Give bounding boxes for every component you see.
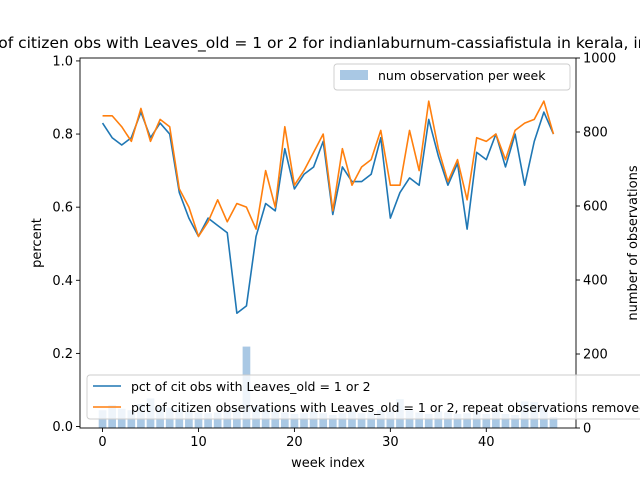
bar-week-30: [386, 411, 395, 428]
bar-week-19: [280, 412, 289, 428]
bar-week-28: [367, 412, 376, 428]
series-line-2: [102, 100, 555, 238]
left-y-tick-label-2: 0.4: [52, 274, 73, 289]
bar-week-23: [319, 413, 328, 428]
left-y-axis-label: percent: [30, 218, 45, 268]
right-y-tick-label-0: 0: [583, 422, 591, 437]
bar-week-37: [453, 413, 462, 428]
bar-week-12: [213, 412, 222, 428]
bar-week-38: [463, 413, 471, 428]
right-y-tick-label-1: 200: [583, 348, 608, 363]
left-y-tick-label-5: 1.0: [52, 54, 73, 69]
legend-upper-box: [333, 63, 571, 91]
bar-week-43: [511, 415, 519, 428]
right-y-axis: 0 200 400 600 800 1000: [576, 52, 616, 437]
x-tick-label-10: 10: [190, 435, 207, 450]
left-y-tick-label-0: 0.0: [52, 420, 73, 435]
left-y-tick-label-1: 0.2: [52, 347, 73, 362]
bar-week-20: [290, 413, 299, 428]
x-axis-label: week index: [291, 456, 365, 471]
bar-week-27: [357, 413, 366, 428]
bar-week-11: [204, 413, 212, 428]
bar-week-22: [309, 411, 318, 428]
legend-series-2-label: pct of citizen observations with Leaves_…: [131, 400, 640, 415]
legend-bar-label: num observation per week: [378, 68, 546, 83]
legend-upper: num observation per week: [333, 63, 571, 91]
x-tick-label-20: 20: [286, 435, 303, 450]
bar-week-24: [328, 415, 337, 428]
bar-week-40: [482, 413, 491, 428]
right-y-tick-label-5: 1000: [583, 52, 616, 67]
lines-layer: [101, 100, 555, 315]
x-tick-label-30: 30: [382, 435, 399, 450]
x-tick-label-0: 0: [98, 435, 106, 450]
bar-week-47: [549, 416, 558, 428]
right-y-axis-label: number of observations: [626, 165, 640, 320]
right-y-tick-label-4: 800: [583, 126, 608, 141]
left-y-tick-label-4: 0.8: [52, 128, 73, 143]
bar-week-25: [338, 413, 347, 428]
bar-week-33: [415, 412, 423, 428]
chart-title: pct of citizen obs with Leaves_old = 1 o…: [0, 34, 640, 53]
right-y-tick-label-3: 600: [583, 200, 608, 215]
bar-week-42: [501, 413, 510, 428]
bar-week-35: [434, 411, 443, 428]
left-y-axis: 0.0 0.2 0.4 0.6 0.8 1.0: [52, 54, 80, 435]
x-tick-label-40: 40: [478, 435, 495, 450]
legend-bar-swatch: [340, 70, 368, 80]
legend-series-1-label: pct of cit obs with Leaves_old = 1 or 2: [131, 379, 371, 394]
bar-week-10: [194, 412, 203, 428]
series-line-1: [101, 111, 555, 315]
bar-week-9: [185, 411, 193, 428]
bar-week-26: [348, 411, 356, 428]
bar-week-34: [424, 413, 433, 428]
legend-lower-box: [86, 374, 640, 420]
bar-week-36: [444, 412, 452, 428]
left-y-tick-label-3: 0.6: [52, 201, 73, 216]
legend-lower: pct of cit obs with Leaves_old = 1 or 2 …: [86, 374, 640, 420]
right-y-tick-label-2: 400: [583, 274, 608, 289]
bar-week-39: [472, 411, 481, 428]
bar-week-21: [300, 413, 308, 428]
x-axis: 0 10 20 30 40: [98, 428, 495, 450]
plot-frame: [79, 57, 577, 429]
